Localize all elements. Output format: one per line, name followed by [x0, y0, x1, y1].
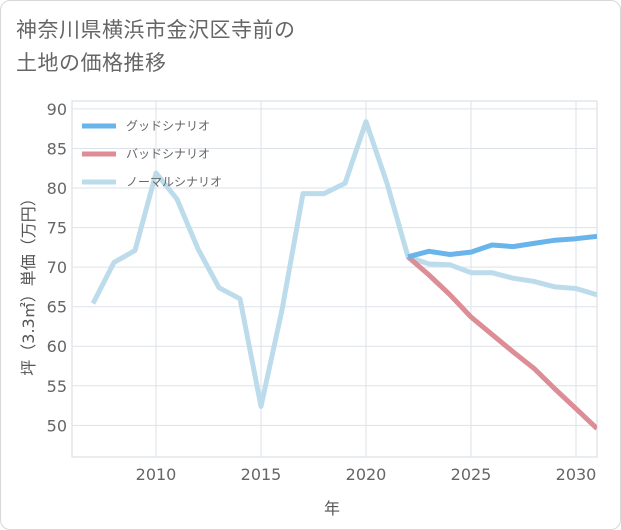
y-tick-label-65: 65 [47, 298, 67, 317]
axis-ticks: 50 55 60 65 70 75 80 85 90 2010 2015 2020 2025 2030 [47, 100, 597, 484]
chart-title-line-1: 神奈川県横浜市金沢区寺前の [16, 18, 296, 42]
y-axis-label: 坪（3.3㎡）単価（万円） [19, 190, 38, 375]
series-line-0 [407, 233, 597, 260]
x-tick-label-2020: 2020 [346, 465, 387, 484]
y-tick-label-70: 70 [47, 258, 67, 277]
y-tick-label-55: 55 [47, 377, 67, 396]
y-tick-label-90: 90 [47, 100, 67, 119]
x-tick-label-2030: 2030 [556, 465, 597, 484]
legend-label-1: バッドシナリオ [126, 147, 210, 161]
y-tick-label-85: 85 [47, 139, 67, 158]
x-tick-label-2010: 2010 [136, 465, 177, 484]
series-lines [90, 119, 597, 431]
series-line-2 [90, 119, 597, 409]
chart-title: 神奈川県横浜市金沢区寺前の 土地の価格推移 [16, 14, 296, 80]
legend-label-2: ノーマルシナリオ [126, 175, 222, 189]
x-axis-label: 年 [324, 499, 340, 518]
x-tick-label-2015: 2015 [241, 465, 282, 484]
x-tick-label-2025: 2025 [451, 465, 492, 484]
legend-label-0: グッドシナリオ [126, 119, 210, 133]
y-tick-label-80: 80 [47, 179, 67, 198]
y-tick-label-60: 60 [47, 337, 67, 356]
series-line-1 [406, 254, 597, 431]
y-tick-label-75: 75 [47, 219, 67, 238]
y-tick-label-50: 50 [47, 416, 67, 435]
chart-title-line-2: 土地の価格推移 [16, 51, 167, 75]
